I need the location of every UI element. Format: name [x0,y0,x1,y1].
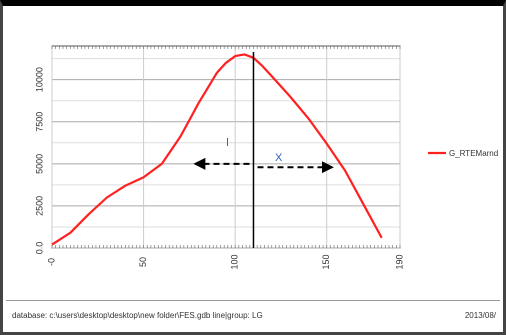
x-tick-label: 50 [138,257,148,267]
x-tick-label: 190 [394,254,404,269]
y-tick-label: 5000 [34,154,44,174]
left-arrow-label: l [226,137,228,149]
y-tick-label: 0.0 [34,242,44,255]
status-bar: database: c:\users\desktop\desktop\new f… [6,300,500,329]
y-tick-label: 10000 [34,67,44,92]
series-line [51,53,383,246]
x-tick-label: 100 [230,254,240,269]
right-arrow-label: X [275,152,283,164]
y-tick-label: 2500 [34,196,44,216]
status-time: 2013/08/ [464,311,496,320]
x-tick-label: -0 [46,258,56,266]
status-path: database: c:\users\desktop\desktop\new f… [12,311,263,320]
x-tick-label: 150 [321,254,331,269]
y-tick-label: 7500 [34,112,44,132]
legend-label: G_RTEMarnd [449,149,498,158]
